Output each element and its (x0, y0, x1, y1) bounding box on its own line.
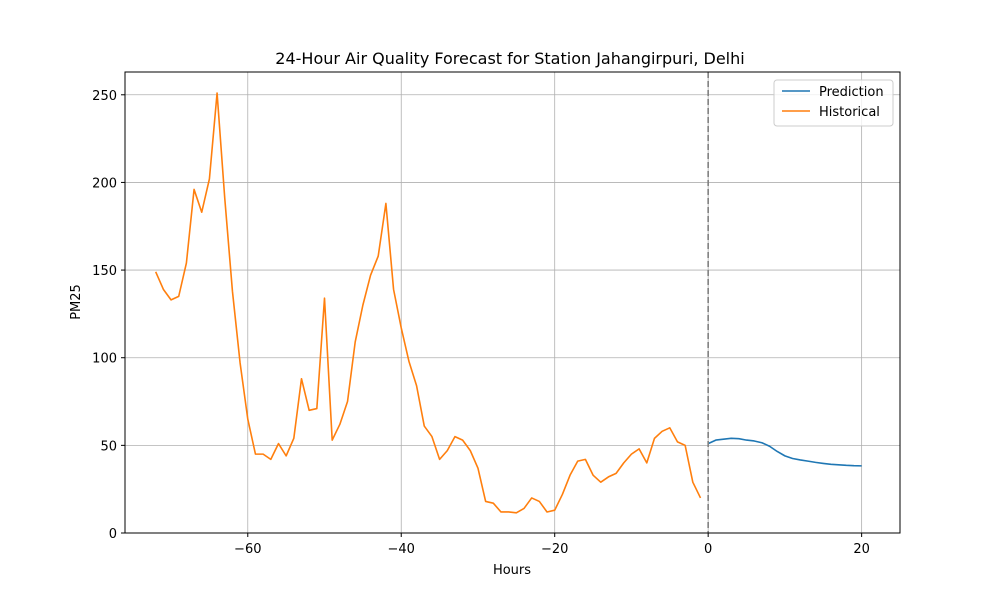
x-tick-label: −40 (388, 542, 415, 557)
chart-title: 24-Hour Air Quality Forecast for Station… (275, 49, 744, 68)
series-layer (154, 92, 862, 514)
y-tick-label: 0 (109, 527, 117, 542)
y-tick-label: 100 (92, 352, 117, 367)
y-tick-label: 150 (92, 264, 117, 279)
x-tick-label: 20 (853, 542, 870, 557)
legend: Prediction Historical (773, 79, 894, 127)
legend-label-historical: Historical (819, 105, 880, 120)
y-tick-label: 200 (92, 176, 117, 191)
grid (125, 72, 900, 534)
y-tick-label: 250 (92, 89, 117, 104)
x-tick-label: 0 (704, 542, 712, 557)
series-line-historical (154, 92, 702, 514)
plot-area-frame (124, 71, 901, 534)
y-tick-label: 50 (100, 439, 117, 454)
legend-label-prediction: Prediction (819, 85, 884, 100)
series-line-prediction (707, 437, 862, 467)
x-axis-title: Hours (493, 563, 531, 578)
x-tick-label: −60 (234, 542, 261, 557)
x-tick-label: −20 (541, 542, 568, 557)
y-axis-title: PM25 (69, 284, 84, 320)
